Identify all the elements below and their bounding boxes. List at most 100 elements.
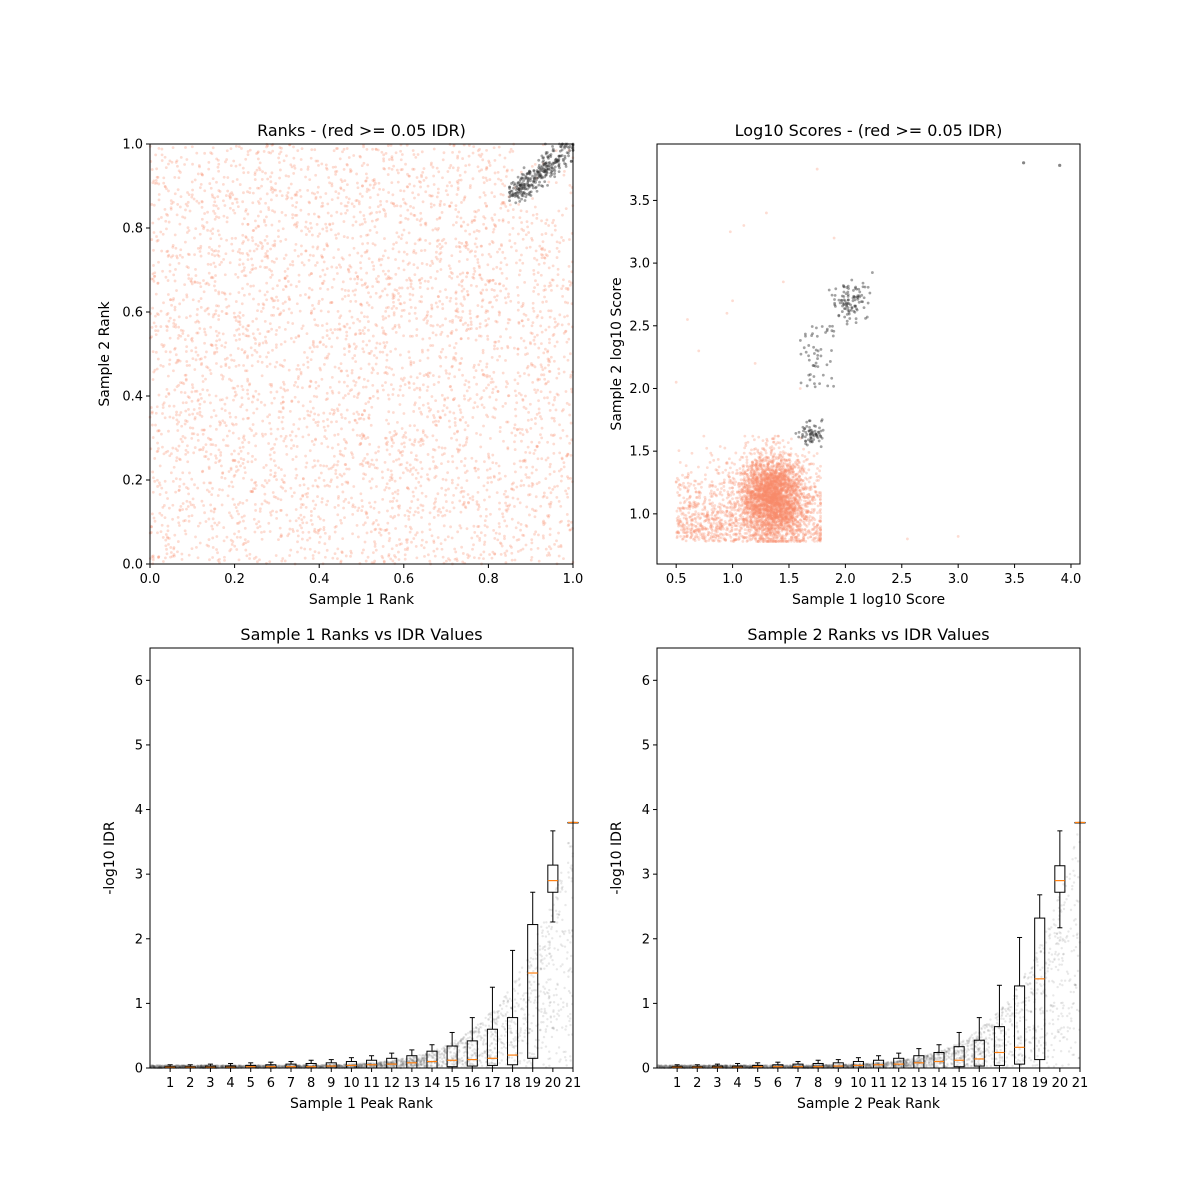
red-point <box>294 467 298 471</box>
red-point <box>448 385 452 389</box>
red-point <box>367 328 370 332</box>
red-point <box>537 559 541 563</box>
black-point <box>543 161 547 165</box>
red-point <box>250 257 253 261</box>
red-point <box>164 395 168 399</box>
red-point <box>225 535 229 539</box>
red-point <box>325 229 329 233</box>
red-point <box>193 280 197 284</box>
red-point <box>259 400 263 404</box>
red-point <box>270 198 273 202</box>
red-point <box>547 486 551 490</box>
red-point <box>435 466 439 469</box>
red-point <box>541 521 545 525</box>
red-point <box>474 338 478 342</box>
red-point <box>194 358 198 362</box>
red-point <box>450 536 454 540</box>
red-point <box>465 527 469 531</box>
red-point <box>219 421 223 425</box>
red-point <box>335 420 338 424</box>
red-point <box>179 504 183 508</box>
red-point <box>551 264 555 268</box>
red-point <box>358 210 362 214</box>
red-point <box>504 561 508 564</box>
red-point <box>421 337 425 341</box>
red-point <box>492 474 496 478</box>
red-point <box>494 407 498 411</box>
red-point <box>508 203 512 207</box>
red-point <box>505 549 509 553</box>
red-point <box>335 210 339 214</box>
red-point <box>245 408 249 412</box>
red-point <box>394 151 398 155</box>
red-point <box>307 295 311 299</box>
red-point <box>190 432 194 436</box>
red-point <box>399 377 403 381</box>
red-point <box>151 556 155 560</box>
red-point <box>424 495 428 498</box>
red-point <box>400 453 404 457</box>
red-point <box>213 507 216 511</box>
red-point <box>484 319 488 322</box>
red-point <box>254 484 258 487</box>
red-point <box>181 255 184 259</box>
red-point <box>343 394 347 397</box>
red-point <box>349 300 353 303</box>
red-point <box>413 457 417 461</box>
red-point <box>478 273 482 277</box>
red-point <box>157 429 161 432</box>
red-point <box>412 382 416 386</box>
red-point <box>456 530 460 534</box>
red-point <box>183 216 187 220</box>
red-point <box>186 200 190 204</box>
red-point <box>361 505 364 508</box>
red-point <box>428 467 432 471</box>
red-point <box>501 250 505 254</box>
red-point <box>807 522 811 526</box>
red-point <box>433 466 437 470</box>
red-point <box>270 313 273 317</box>
red-point <box>272 475 276 479</box>
red-point <box>215 157 219 161</box>
red-point <box>458 272 462 276</box>
red-point <box>288 410 292 413</box>
red-point <box>477 264 481 268</box>
red-point <box>510 551 514 555</box>
red-point <box>223 421 227 425</box>
red-point <box>560 323 564 327</box>
red-point <box>240 515 244 519</box>
red-point <box>257 166 261 170</box>
red-point <box>439 350 443 354</box>
red-point <box>212 510 216 514</box>
red-point <box>803 455 807 458</box>
red-point <box>537 441 541 444</box>
red-point <box>383 528 387 532</box>
red-point <box>157 146 161 150</box>
red-point <box>248 427 252 430</box>
red-point <box>256 328 260 331</box>
red-point <box>170 452 173 456</box>
red-point <box>153 457 157 460</box>
red-point <box>451 357 455 361</box>
red-point <box>360 311 363 315</box>
red-point <box>352 215 356 219</box>
red-point <box>151 554 155 558</box>
red-point <box>190 336 194 340</box>
red-point <box>483 216 487 220</box>
red-point <box>498 425 502 429</box>
red-point <box>204 520 208 523</box>
red-point <box>238 163 242 167</box>
red-point <box>562 408 565 411</box>
black-point <box>547 156 550 160</box>
red-point <box>350 315 354 319</box>
red-point <box>473 254 477 258</box>
red-point <box>217 290 221 294</box>
red-point <box>214 204 218 208</box>
red-point <box>477 153 481 157</box>
red-point <box>537 533 540 537</box>
red-point <box>500 243 503 246</box>
red-point <box>177 334 181 337</box>
red-point <box>281 406 285 409</box>
red-point <box>280 211 284 214</box>
red-point <box>522 229 526 232</box>
